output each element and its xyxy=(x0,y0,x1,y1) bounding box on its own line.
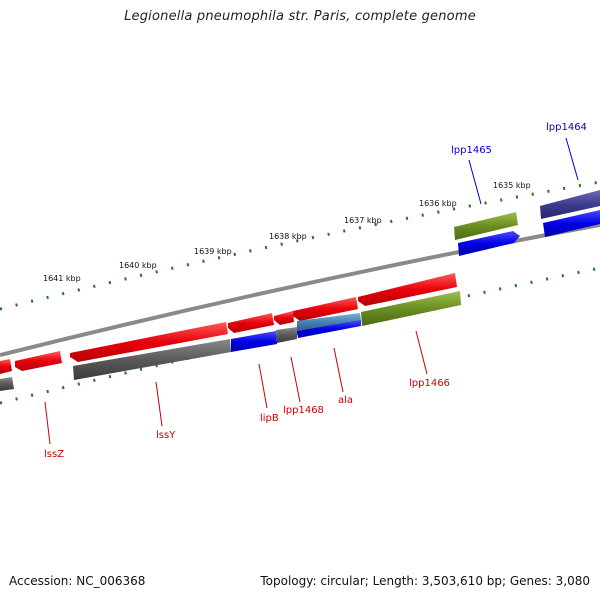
gene-lpp1468-red[interactable] xyxy=(274,311,294,325)
scale-tick-label: 1639 kbp xyxy=(194,247,232,256)
gene-ala-steel[interactable] xyxy=(297,313,361,331)
gene-label-lipB[interactable]: lipB xyxy=(260,413,279,424)
upper-right-genes xyxy=(454,190,600,256)
gene-lpp1468-grey[interactable] xyxy=(276,327,297,343)
gene-lssZ-region-red[interactable] xyxy=(15,351,62,371)
gene-lpp1466-green[interactable] xyxy=(361,291,461,326)
gene-label-ala[interactable]: ala xyxy=(338,395,353,406)
forward-genes xyxy=(0,273,457,374)
gene-lipB-blue[interactable] xyxy=(231,331,277,352)
scale-tick-label: 1640 kbp xyxy=(119,261,157,270)
upper-scale-track xyxy=(0,180,600,311)
gene-label-lpp1468[interactable]: lpp1468 xyxy=(283,405,324,416)
scale-tick-label: 1635 kbp xyxy=(493,181,531,190)
gene-lpp1465-green[interactable] xyxy=(454,212,518,240)
scale-tick-label: 1636 kbp xyxy=(419,199,457,208)
gene-lpp1465-blue[interactable] xyxy=(458,231,520,256)
gene-lpp1466-red[interactable] xyxy=(358,273,457,306)
reverse-genes xyxy=(0,291,461,391)
gene-lssY-grey[interactable] xyxy=(73,339,231,380)
gene-lpp1464-blue[interactable] xyxy=(543,210,600,237)
genome-title: Legionella pneumophila str. Paris, compl… xyxy=(124,9,476,24)
accession-text: Accession: NC_006368 xyxy=(9,574,146,588)
gene-ala-red[interactable] xyxy=(293,297,358,321)
gene-left-edge-red[interactable] xyxy=(0,359,12,374)
gene-label-lpp1466[interactable]: lpp1466 xyxy=(409,378,450,389)
scale-tick-label: 1641 kbp xyxy=(43,274,81,283)
gene-ala-blue[interactable] xyxy=(297,320,361,338)
label-leaders xyxy=(44,137,579,445)
scale-tick-label: 1638 kbp xyxy=(269,232,307,241)
gene-labels: lssZ lssY lipB lpp1468 ala lpp1466 lpp14… xyxy=(44,122,587,460)
gene-label-lssY[interactable]: lssY xyxy=(156,430,176,441)
gene-label-lpp1465[interactable]: lpp1465 xyxy=(451,145,492,156)
genome-backbone xyxy=(0,223,600,357)
topology-text: Topology: circular; Length: 3,503,610 bp… xyxy=(260,574,590,588)
scale-ticks: 1641 kbp 1640 kbp 1639 kbp 1638 kbp 1637… xyxy=(43,181,531,283)
gene-lssY-red[interactable] xyxy=(70,322,228,362)
gene-lipB-red[interactable] xyxy=(228,313,274,333)
gene-left-edge-grey[interactable] xyxy=(0,377,14,391)
lower-scale-track xyxy=(0,266,600,405)
gene-label-lpp1464[interactable]: lpp1464 xyxy=(546,122,587,133)
gene-label-lssZ[interactable]: lssZ xyxy=(44,449,64,460)
gene-lpp1464-purple[interactable] xyxy=(540,190,600,219)
scale-tick-label: 1637 kbp xyxy=(344,216,382,225)
